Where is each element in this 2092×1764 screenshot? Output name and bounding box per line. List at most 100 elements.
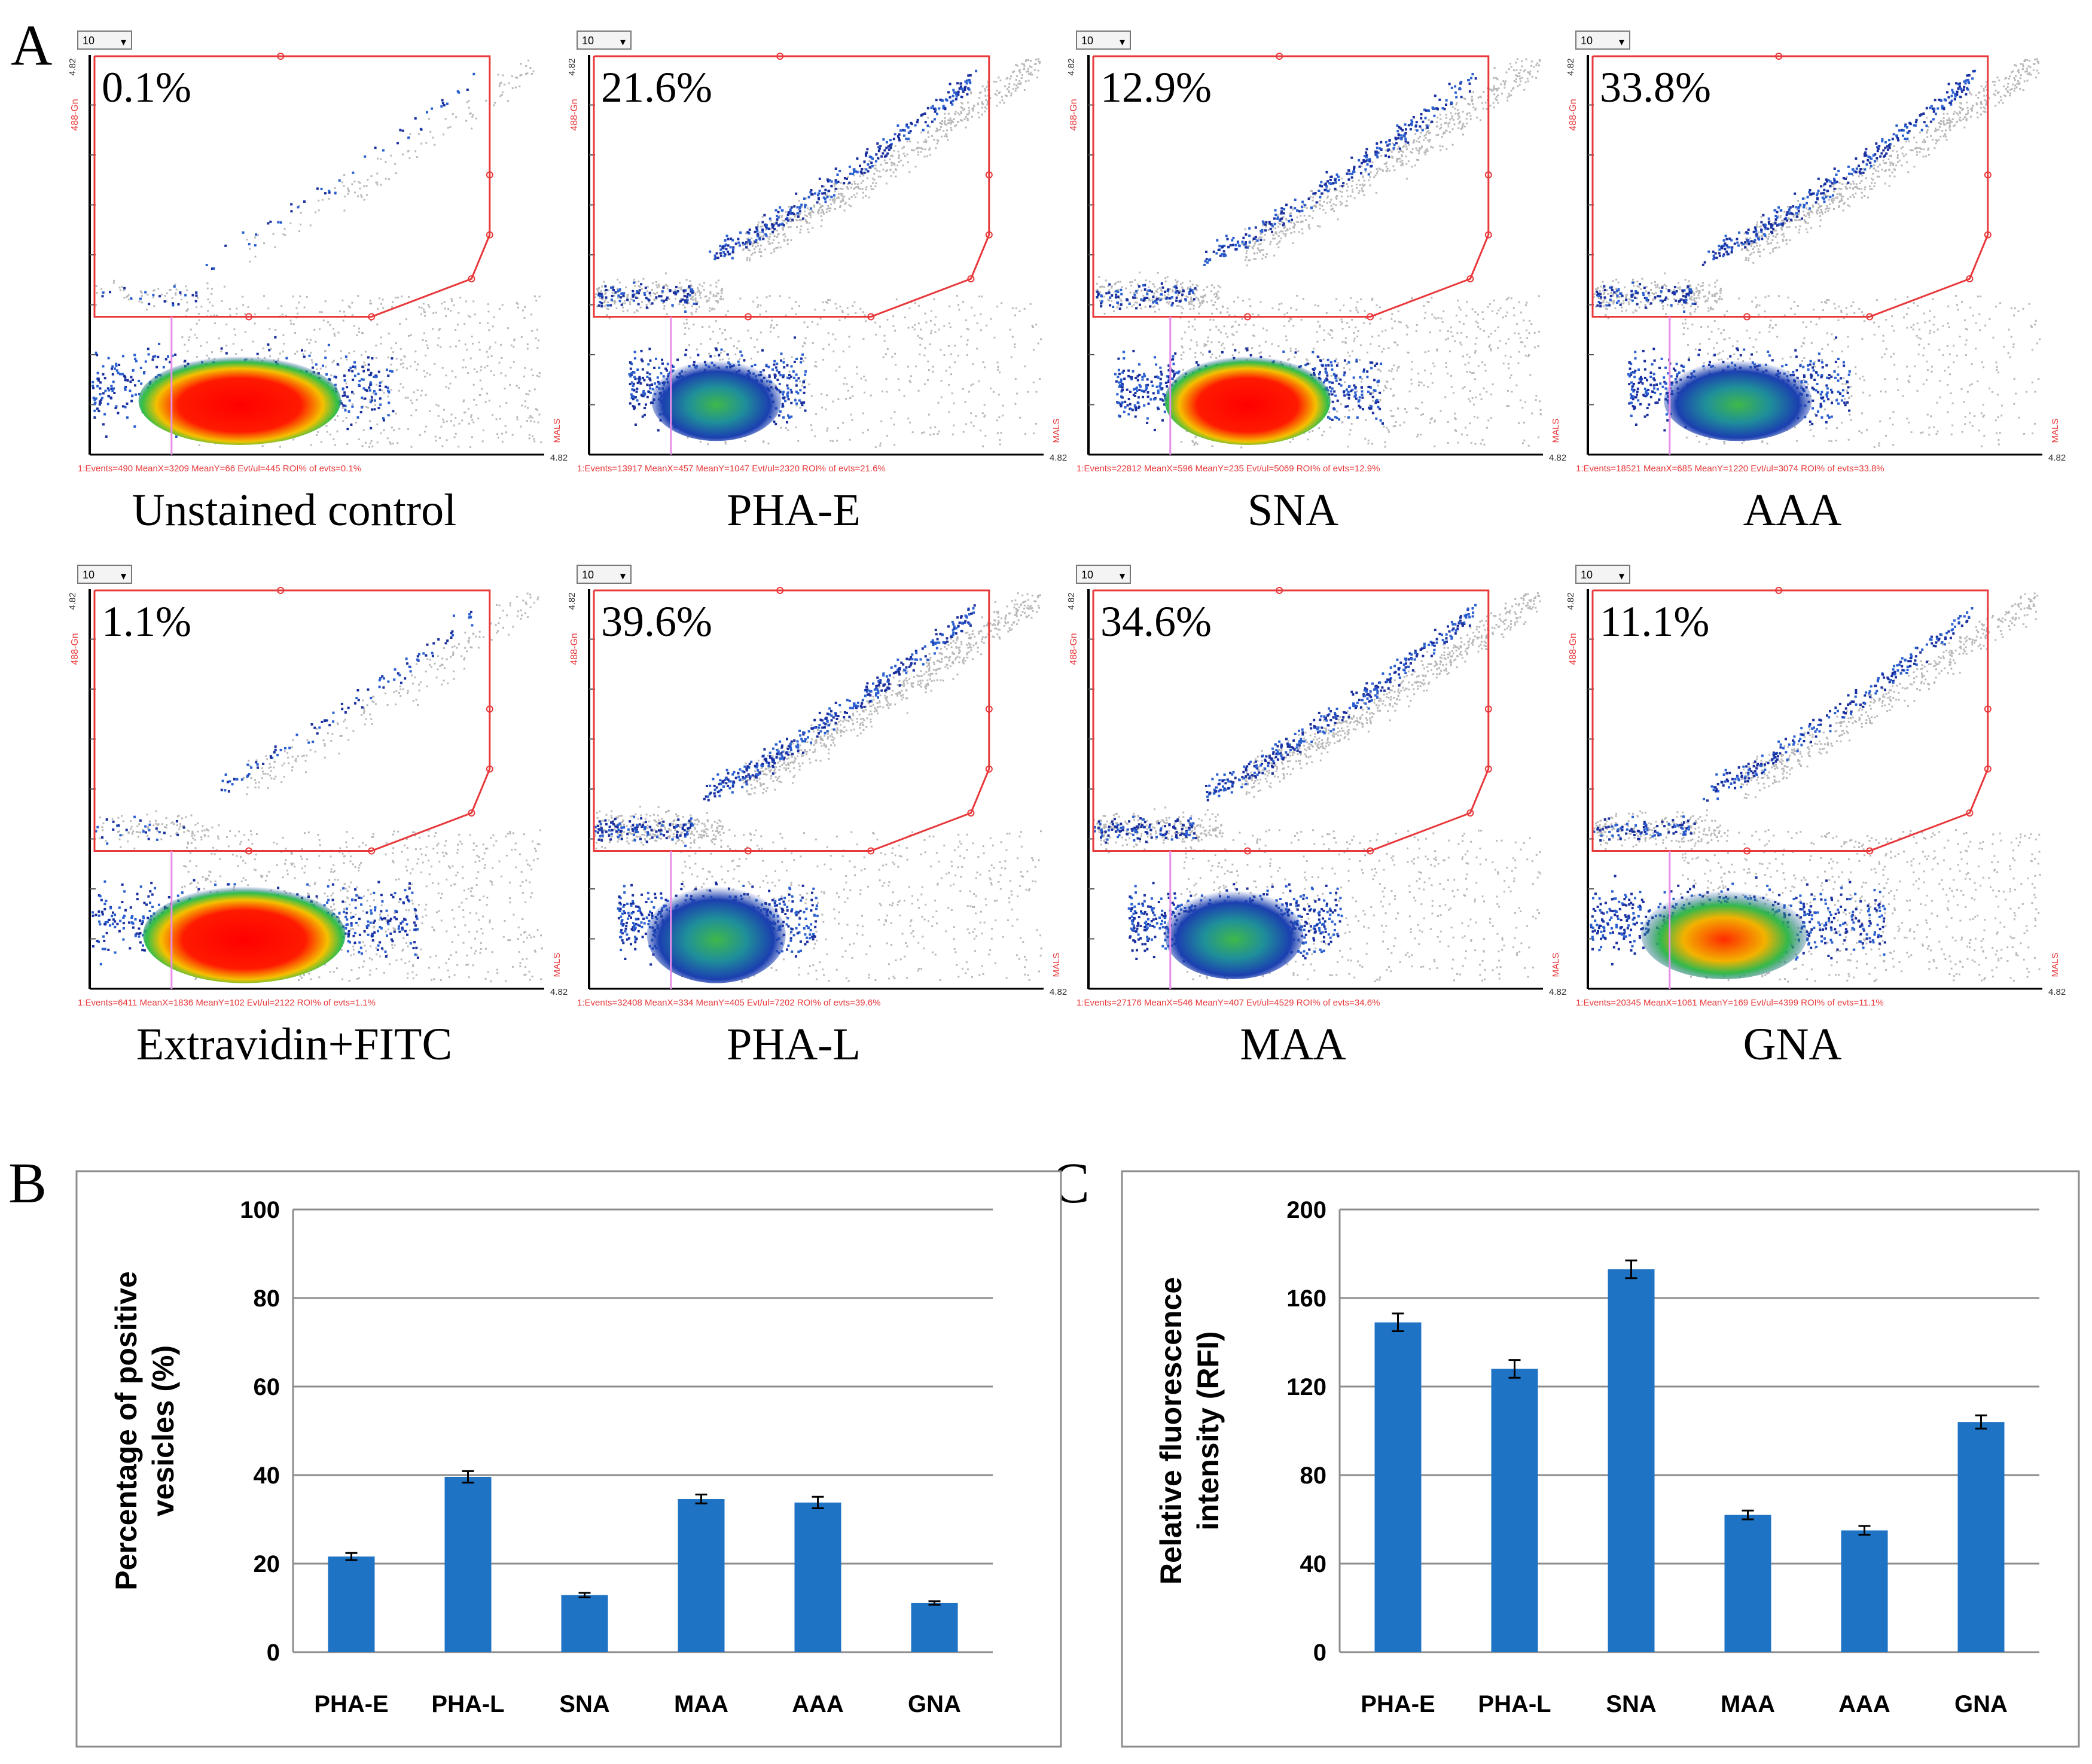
event-dot xyxy=(358,327,360,330)
event-dot xyxy=(523,375,525,377)
event-dot xyxy=(513,338,516,340)
event-dot xyxy=(685,279,688,281)
event-dot xyxy=(757,221,760,224)
event-dot xyxy=(501,94,503,96)
event-dot xyxy=(1335,196,1337,199)
event-dot xyxy=(868,166,871,169)
event-dot xyxy=(694,298,697,301)
event-dot xyxy=(437,337,440,340)
event-dot xyxy=(1341,328,1344,330)
event-dot xyxy=(1538,295,1540,297)
gate-handle[interactable] xyxy=(277,53,285,60)
event-dot xyxy=(806,326,809,328)
event-dot xyxy=(1529,374,1532,376)
event-dot xyxy=(1102,285,1104,288)
event-dot xyxy=(1481,438,1484,441)
event-dot xyxy=(752,252,754,255)
event-dot xyxy=(1168,301,1170,303)
event-dot xyxy=(1352,180,1354,182)
event-dot xyxy=(472,300,475,303)
dropdown-box[interactable] xyxy=(577,31,632,50)
event-dot xyxy=(340,402,343,405)
event-dot xyxy=(685,301,688,304)
event-dot xyxy=(1504,87,1506,89)
event-dot xyxy=(833,182,835,185)
event-dot xyxy=(344,409,347,412)
event-dot xyxy=(369,401,372,404)
event-dot xyxy=(648,373,651,376)
event-dot xyxy=(825,211,828,214)
event-dot xyxy=(825,409,827,410)
gate-handle[interactable] xyxy=(368,313,376,321)
event-dot xyxy=(1508,362,1509,365)
gate-handle[interactable] xyxy=(486,231,493,239)
event-dot xyxy=(630,373,633,376)
gate-handle[interactable] xyxy=(745,313,752,321)
event-dot xyxy=(1490,333,1493,335)
event-dot xyxy=(977,111,980,114)
event-dot xyxy=(206,287,209,290)
event-dot xyxy=(1200,352,1202,354)
event-dot xyxy=(1468,361,1470,364)
event-dot xyxy=(697,301,699,304)
event-dot xyxy=(789,217,791,220)
event-dot xyxy=(414,351,417,353)
event-dot xyxy=(1203,345,1206,348)
event-dot xyxy=(1337,218,1339,221)
event-dot xyxy=(96,371,99,374)
event-dot xyxy=(658,284,660,286)
event-dot xyxy=(400,348,402,350)
event-dot xyxy=(1335,204,1337,206)
event-dot xyxy=(353,325,355,327)
event-dot xyxy=(358,331,361,333)
event-dot xyxy=(1166,301,1168,304)
gate-handle[interactable] xyxy=(867,313,875,321)
event-dot xyxy=(867,163,870,166)
event-dot xyxy=(229,314,231,316)
event-dot xyxy=(809,191,812,194)
x-axis-label: MALS xyxy=(552,419,562,443)
event-dot xyxy=(1517,333,1520,335)
channel-dropdown[interactable]: 10 ▾ xyxy=(77,31,132,50)
event-dot xyxy=(1443,310,1445,312)
event-dot xyxy=(1201,354,1204,356)
event-dot xyxy=(420,306,423,309)
event-dot xyxy=(782,220,784,222)
event-dot xyxy=(1190,300,1192,303)
event-dot xyxy=(678,287,681,289)
event-dot xyxy=(835,181,838,184)
event-dot xyxy=(1155,296,1158,298)
event-dot xyxy=(603,281,605,283)
event-dot xyxy=(658,295,660,298)
gate-handle[interactable] xyxy=(486,171,493,179)
gate-handle[interactable] xyxy=(776,53,784,60)
event-dot xyxy=(1020,82,1022,84)
gate-handle[interactable] xyxy=(245,313,252,321)
event-dot xyxy=(376,383,378,386)
gate-handle[interactable] xyxy=(985,231,993,239)
gate-handle[interactable] xyxy=(985,171,993,179)
event-dot xyxy=(855,186,858,188)
roi-gate xyxy=(593,55,990,318)
event-dot xyxy=(1526,301,1528,304)
event-dot xyxy=(697,291,699,293)
event-dot xyxy=(1107,298,1109,301)
gate-handle[interactable] xyxy=(967,275,975,283)
event-dot xyxy=(657,380,660,383)
event-dot xyxy=(661,362,664,365)
event-dot xyxy=(964,401,966,403)
event-dot xyxy=(306,339,308,340)
event-dot xyxy=(630,397,633,400)
dropdown-box[interactable] xyxy=(77,31,132,50)
event-dot xyxy=(1317,321,1319,323)
event-dot xyxy=(795,384,798,387)
gate-handle[interactable] xyxy=(468,275,475,283)
event-dot xyxy=(1002,404,1004,407)
event-dot xyxy=(739,358,740,361)
event-dot xyxy=(737,360,740,363)
event-dot xyxy=(686,297,688,300)
event-dot xyxy=(92,385,94,387)
event-dot xyxy=(769,237,770,240)
channel-dropdown[interactable]: 10 ▾ xyxy=(577,31,632,50)
event-dot xyxy=(947,122,949,124)
